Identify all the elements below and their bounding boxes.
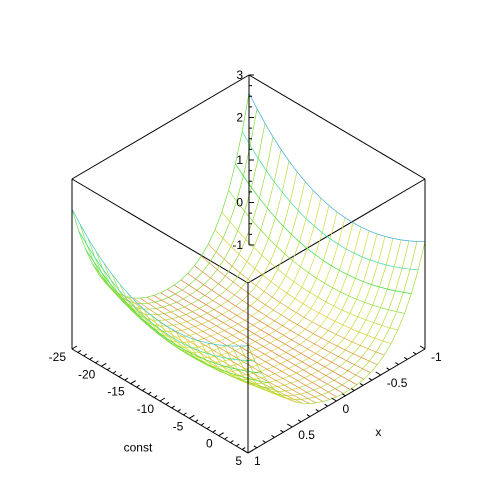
const-tick-label: -25 [49,350,67,364]
mesh-line-const [135,190,314,343]
const-tick-label: 0 [206,437,213,451]
mesh-line-x [133,297,310,404]
mesh-line-x [228,189,405,314]
x-tick-label: -1 [431,350,442,364]
x-tick-label: -0.5 [387,376,408,390]
mesh-line-const [127,181,306,338]
mesh-line-x [92,263,269,384]
x-tick-label: 0.5 [298,428,315,442]
mesh-line-x [194,265,371,373]
z-axis: -1 0 1 2 3 [232,68,254,252]
const-axis: -25 -20 -15 -10 -5 0 5 [49,345,254,468]
const-tick-label: -15 [107,385,125,399]
mesh-line-x [78,231,255,362]
const-tick-label: -10 [137,402,155,416]
mesh-line-x [173,284,351,390]
mesh-line-x [153,295,330,400]
mesh-line-x [167,288,344,394]
const-tick-label: 5 [235,454,242,468]
mesh-line-x [146,296,324,402]
mesh-line-const [215,238,394,388]
const-axis-title: const [124,440,153,454]
x-axis: -1 -0.5 0 0.5 1 [242,345,442,468]
x-axis-title: x [375,425,381,439]
z-tick-label: 0 [236,196,243,210]
surface-mesh [71,92,426,404]
z-tick-label: 3 [236,68,243,82]
mesh-line-x [207,244,385,356]
mesh-line-x [241,131,419,271]
mesh-line-x [71,208,249,347]
mesh-line-x [187,273,364,380]
mesh-line-x [214,229,392,345]
z-tick-label: -1 [232,238,243,252]
mesh-line-x [139,297,317,404]
mesh-line-x [235,163,412,294]
const-tick-label: -20 [78,367,96,381]
mesh-line-x [98,274,276,391]
x-tick-label: 1 [254,454,261,468]
mesh-line-const [207,236,386,384]
mesh-line-x [105,283,283,397]
mesh-line-x [85,249,262,374]
mesh-line-x [180,279,358,386]
x-tick-label: 0 [343,402,350,416]
mesh-line-x [119,293,296,403]
z-tick-label: 2 [236,111,243,125]
mesh-line-x [248,92,426,243]
mesh-line-x [201,255,378,366]
const-tick-label: -5 [173,419,184,433]
mesh-line-const [87,123,266,310]
z-tick-label: 1 [236,153,243,167]
bounding-box-front [71,179,426,453]
bounding-box-back [71,74,426,284]
